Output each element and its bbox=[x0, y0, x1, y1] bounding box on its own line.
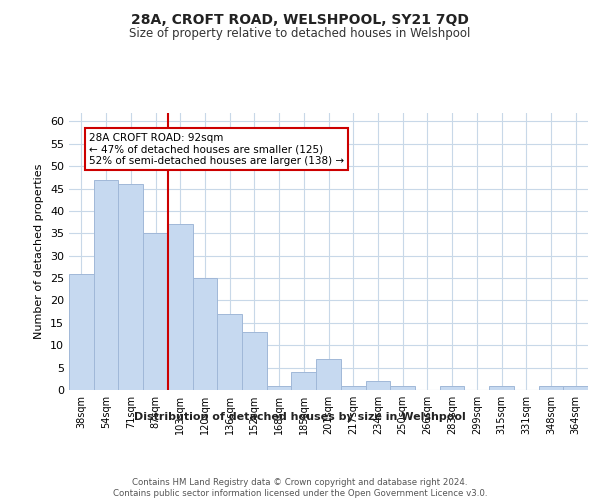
Bar bbox=[143, 234, 168, 390]
Bar bbox=[316, 358, 341, 390]
Bar bbox=[193, 278, 217, 390]
Text: 28A, CROFT ROAD, WELSHPOOL, SY21 7QD: 28A, CROFT ROAD, WELSHPOOL, SY21 7QD bbox=[131, 12, 469, 26]
Text: Distribution of detached houses by size in Welshpool: Distribution of detached houses by size … bbox=[134, 412, 466, 422]
Bar bbox=[242, 332, 267, 390]
Bar bbox=[365, 381, 390, 390]
Bar bbox=[341, 386, 365, 390]
Text: 28A CROFT ROAD: 92sqm
← 47% of detached houses are smaller (125)
52% of semi-det: 28A CROFT ROAD: 92sqm ← 47% of detached … bbox=[89, 132, 344, 166]
Bar bbox=[292, 372, 316, 390]
Bar bbox=[563, 386, 588, 390]
Bar bbox=[94, 180, 118, 390]
Bar bbox=[390, 386, 415, 390]
Bar bbox=[267, 386, 292, 390]
Bar bbox=[69, 274, 94, 390]
Y-axis label: Number of detached properties: Number of detached properties bbox=[34, 164, 44, 339]
Bar bbox=[217, 314, 242, 390]
Bar bbox=[489, 386, 514, 390]
Bar bbox=[168, 224, 193, 390]
Text: Size of property relative to detached houses in Welshpool: Size of property relative to detached ho… bbox=[130, 28, 470, 40]
Bar bbox=[440, 386, 464, 390]
Bar bbox=[118, 184, 143, 390]
Bar bbox=[539, 386, 563, 390]
Text: Contains HM Land Registry data © Crown copyright and database right 2024.
Contai: Contains HM Land Registry data © Crown c… bbox=[113, 478, 487, 498]
